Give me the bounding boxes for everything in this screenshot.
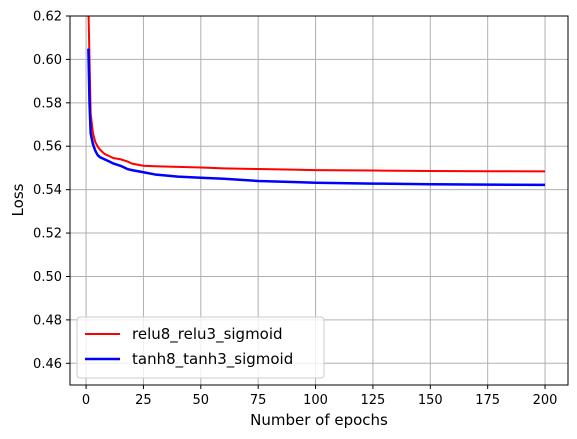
legend-label-relu: relu8_relu3_sigmoid xyxy=(132,325,283,344)
x-tick-label: 200 xyxy=(533,393,558,408)
y-tick-label: 0.52 xyxy=(33,227,62,242)
y-tick-label: 0.62 xyxy=(33,10,62,25)
y-tick-label: 0.56 xyxy=(33,140,62,155)
y-tick-label: 0.48 xyxy=(33,313,62,328)
y-tick-label: 0.58 xyxy=(33,96,62,111)
x-tick-label: 125 xyxy=(361,393,386,408)
y-tick-label: 0.50 xyxy=(33,270,62,285)
x-tick-label: 175 xyxy=(475,393,500,408)
y-tick-label: 0.46 xyxy=(33,357,62,372)
x-tick-label: 75 xyxy=(250,393,267,408)
plot-frame xyxy=(69,15,569,386)
y-tick-label: 0.60 xyxy=(33,53,62,68)
x-tick-label: 0 xyxy=(82,393,90,408)
y-axis-ticks: 0.46 0.48 0.50 0.52 0.54 0.56 0.58 0.60 0.62 xyxy=(33,10,70,372)
series-line-tanh xyxy=(87,48,546,187)
legend-label-tanh: tanh8_tanh3_sigmoid xyxy=(132,350,293,369)
x-axis-label: Number of epochs xyxy=(250,411,388,429)
legend-box xyxy=(76,316,325,379)
x-tick-label: 100 xyxy=(303,393,328,408)
legend: relu8_relu3_sigmoid tanh8_tanh3_sigmoid xyxy=(76,316,325,379)
series-lines xyxy=(87,16,546,187)
x-tick-label: 50 xyxy=(193,393,210,408)
series-line-relu xyxy=(87,16,546,173)
y-tick-label: 0.54 xyxy=(33,183,62,198)
y-axis-label: Loss xyxy=(9,183,27,216)
x-tick-label: 150 xyxy=(418,393,443,408)
x-tick-label: 25 xyxy=(135,393,152,408)
x-axis-ticks: 0 25 50 75 100 125 150 175 200 xyxy=(82,385,558,408)
